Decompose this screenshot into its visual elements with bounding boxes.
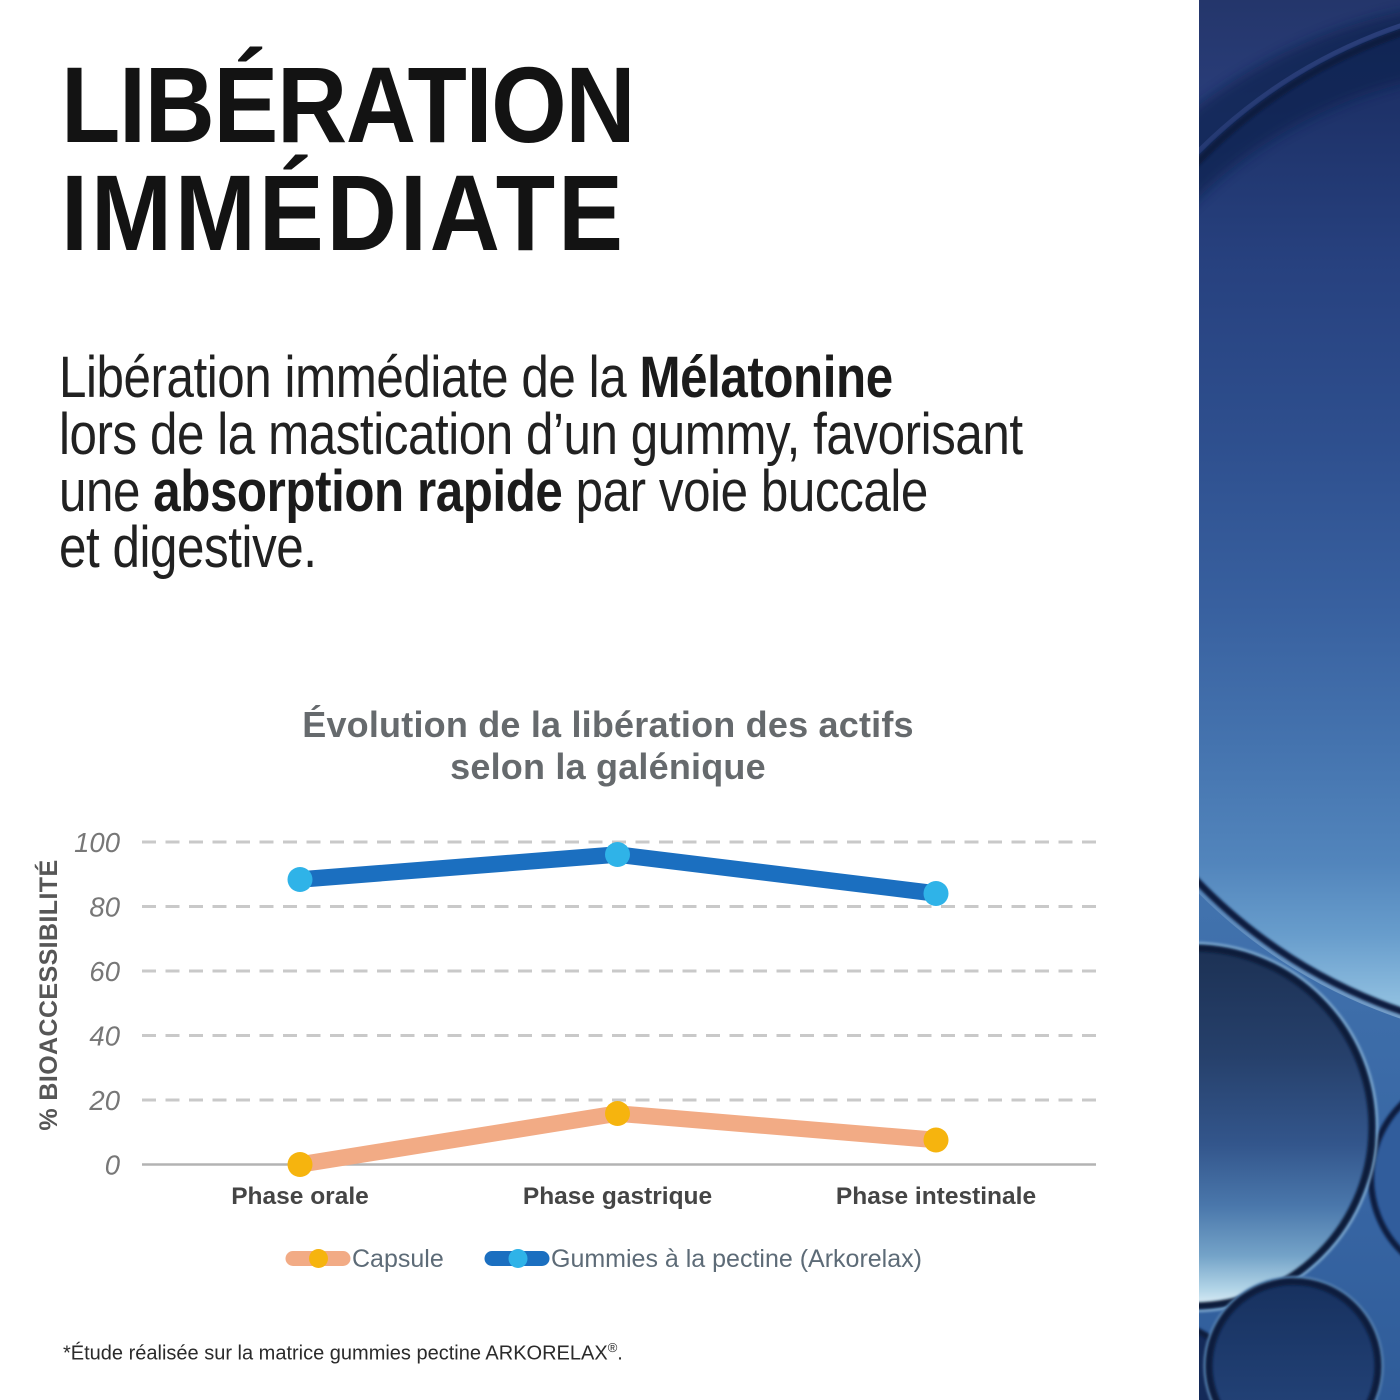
svg-text:80: 80 — [89, 892, 120, 923]
svg-text:Capsule: Capsule — [352, 1245, 444, 1273]
svg-text:Gummies à la pectine (Arkorela: Gummies à la pectine (Arkorelax) — [551, 1245, 922, 1273]
svg-text:60: 60 — [89, 956, 120, 987]
svg-text:40: 40 — [89, 1021, 120, 1052]
svg-text:Phase intestinale: Phase intestinale — [836, 1183, 1036, 1210]
svg-text:20: 20 — [88, 1085, 120, 1116]
svg-text:Phase orale: Phase orale — [231, 1183, 369, 1210]
svg-text:% BIOACCESSIBILITÉ: % BIOACCESSIBILITÉ — [34, 859, 63, 1130]
svg-text:Phase gastrique: Phase gastrique — [523, 1183, 712, 1210]
svg-text:0: 0 — [105, 1150, 121, 1181]
svg-text:100: 100 — [74, 827, 121, 858]
